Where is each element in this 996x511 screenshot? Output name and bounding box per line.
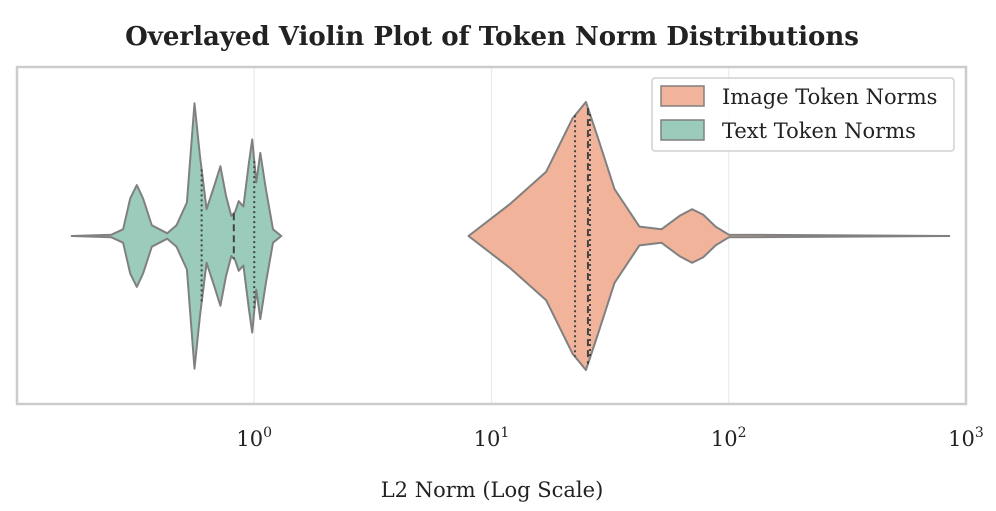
violins	[70, 101, 951, 371]
legend-label: Text Token Norms	[722, 119, 916, 143]
x-tick-label: 101	[474, 425, 510, 451]
x-tick-label: 102	[711, 425, 747, 451]
legend-swatch	[660, 85, 705, 107]
chart-title: Overlayed Violin Plot of Token Norm Dist…	[125, 22, 859, 52]
legend-swatch	[660, 119, 705, 141]
legend: Image Token Norms Text Token Norms	[651, 77, 955, 152]
x-axis-ticks: 100 101 102 103	[236, 425, 983, 451]
legend-box	[651, 77, 955, 152]
legend-label: Image Token Norms	[722, 85, 937, 109]
plot-frame	[15, 65, 968, 406]
violin-text-token-norms	[70, 102, 283, 370]
x-tick-label: 103	[948, 425, 984, 451]
x-axis-label: L2 Norm (Log Scale)	[381, 478, 604, 502]
x-tick-label: 100	[236, 425, 272, 451]
